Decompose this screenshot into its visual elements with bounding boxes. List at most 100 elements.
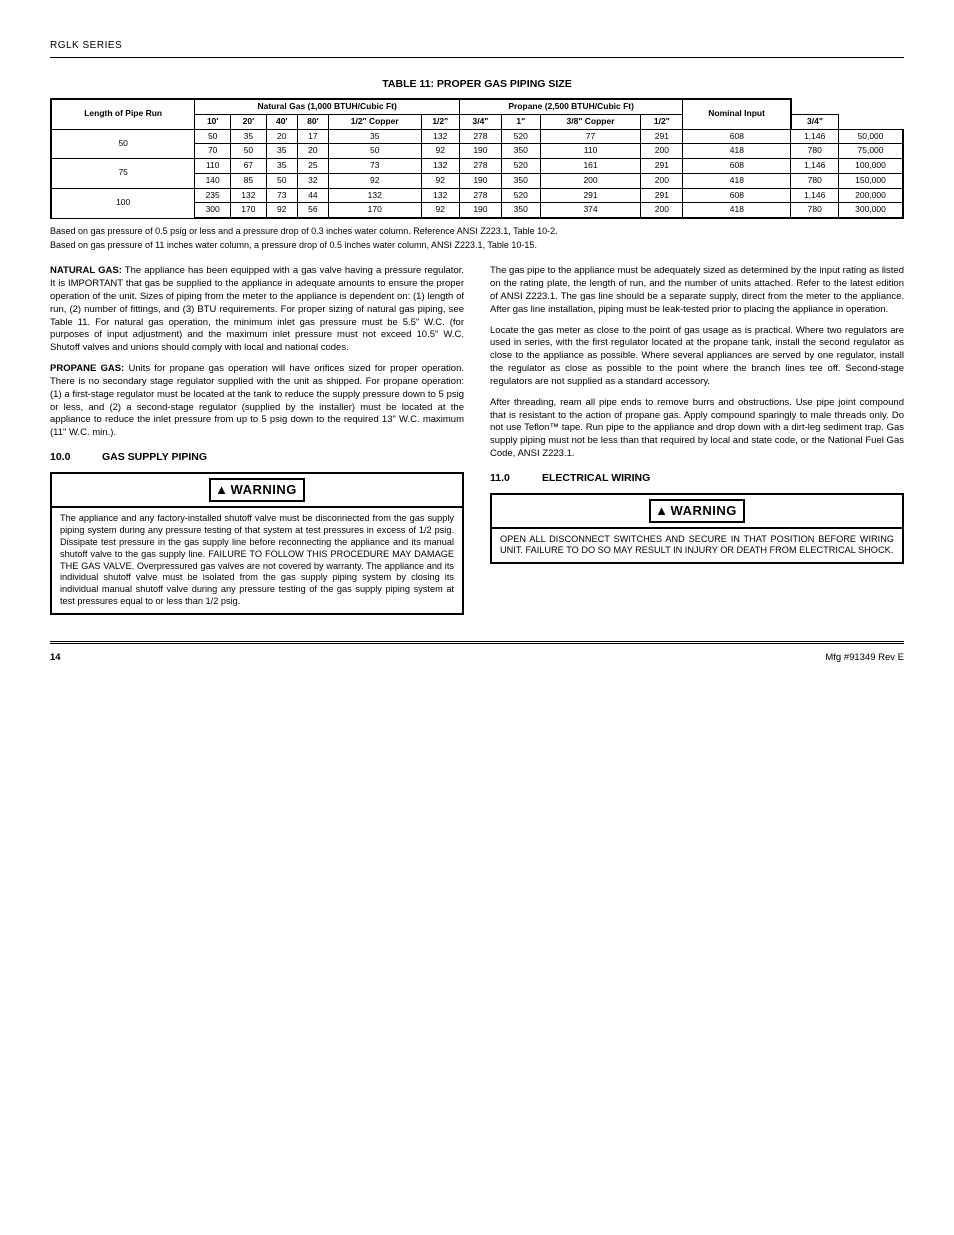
table-cell: 132 (421, 159, 459, 174)
table-row-label: 100 (51, 188, 195, 218)
table-cell: 132 (328, 188, 421, 203)
table-cell: 520 (501, 129, 540, 144)
table-cell: 132 (421, 129, 459, 144)
table-row-label: 75 (51, 159, 195, 189)
table-cell: 92 (266, 203, 297, 218)
table-cell: 50 (328, 144, 421, 159)
table-cell: 25 (297, 159, 328, 174)
page-number: 14 (50, 652, 61, 663)
table-cell: 170 (328, 203, 421, 218)
table-cell: 350 (501, 173, 540, 188)
table-cell: 418 (683, 203, 791, 218)
th-sub: 1/2" (641, 114, 683, 129)
table-cell: 140 (195, 173, 231, 188)
table-cell: 92 (328, 173, 421, 188)
table-cell: 161 (540, 159, 641, 174)
warning-gas: ▲WARNING The appliance and any factory-i… (50, 472, 464, 615)
left-column: NATURAL GAS: The appliance has been equi… (50, 265, 464, 623)
table-cell: 520 (501, 188, 540, 203)
warning-head: ▲WARNING (492, 495, 902, 529)
table-cell: 291 (540, 188, 641, 203)
table-cell: 73 (328, 159, 421, 174)
table-cell: 35 (266, 144, 297, 159)
table-notes: Based on gas pressure of 0.5 psig or les… (50, 225, 904, 251)
table-cell: 418 (683, 173, 791, 188)
table-cell: 170 (231, 203, 267, 218)
right-p1: The gas pipe to the appliance must be ad… (490, 265, 904, 316)
table-cell: 85 (231, 173, 267, 188)
table-cell: 32 (297, 173, 328, 188)
table-cell: 110 (540, 144, 641, 159)
table-cell: 92 (421, 173, 459, 188)
table-cell: 50,000 (839, 129, 903, 144)
table-cell: 608 (683, 159, 791, 174)
table-cell: 110 (195, 159, 231, 174)
table-cell: 200 (540, 173, 641, 188)
table-cell: 200 (641, 144, 683, 159)
th-propane: Propane (2,500 BTUH/Cubic Ft) (459, 99, 682, 114)
table-cell: 73 (266, 188, 297, 203)
header-rule (50, 57, 904, 58)
th-sub: 3/4" (459, 114, 501, 129)
table-cell: 300 (195, 203, 231, 218)
th-sub: 40' (266, 114, 297, 129)
table-cell: 200 (641, 203, 683, 218)
table-cell: 20 (266, 129, 297, 144)
table-cell: 75,000 (839, 144, 903, 159)
table-cell: 1,146 (791, 129, 839, 144)
table-cell: 190 (459, 144, 501, 159)
th-sub: 20' (231, 114, 267, 129)
propane-gas-para: PROPANE GAS: Units for propane gas opera… (50, 363, 464, 440)
table-cell: 44 (297, 188, 328, 203)
table-cell: 278 (459, 159, 501, 174)
table-cell: 132 (231, 188, 267, 203)
table-cell: 291 (641, 188, 683, 203)
table-cell: 278 (459, 188, 501, 203)
section-11-head: 11.0 ELECTRICAL WIRING (490, 471, 904, 485)
table-cell: 200,000 (839, 188, 903, 203)
th-sub: 3/4" (791, 114, 839, 129)
warning-electrical: ▲WARNING OPEN ALL DISCONNECT SWITCHES AN… (490, 493, 904, 564)
th-sub: 3/8" Copper (540, 114, 641, 129)
right-p2: Locate the gas meter as close to the poi… (490, 325, 904, 389)
table-cell: 190 (459, 203, 501, 218)
table-cell: 92 (421, 203, 459, 218)
table-cell: 35 (231, 129, 267, 144)
doc-series: RGLK SERIES (50, 40, 904, 51)
th-natural: Natural Gas (1,000 BTUH/Cubic Ft) (195, 99, 460, 114)
warning-icon: ▲WARNING (209, 478, 305, 502)
table-cell: 291 (641, 129, 683, 144)
table-cell: 77 (540, 129, 641, 144)
table-cell: 418 (683, 144, 791, 159)
warning-icon: ▲WARNING (649, 499, 745, 523)
th-sub: 1" (501, 114, 540, 129)
table-cell: 92 (421, 144, 459, 159)
table-cell: 200 (641, 173, 683, 188)
section-10-head: 10.0 GAS SUPPLY PIPING (50, 450, 464, 464)
th-sub: 1/2" Copper (328, 114, 421, 129)
th-input: Nominal Input (683, 99, 791, 129)
table-cell: 132 (421, 188, 459, 203)
table-cell: 150,000 (839, 173, 903, 188)
table-cell: 350 (501, 144, 540, 159)
th-sub: 1/2" (421, 114, 459, 129)
gas-piping-table: Length of Pipe Run Natural Gas (1,000 BT… (50, 98, 904, 219)
table-cell: 17 (297, 129, 328, 144)
table-cell: 35 (266, 159, 297, 174)
table-cell: 278 (459, 129, 501, 144)
table-cell: 608 (683, 188, 791, 203)
table-cell: 780 (791, 144, 839, 159)
table-cell: 1,146 (791, 159, 839, 174)
th-sub: 10' (195, 114, 231, 129)
right-column: The gas pipe to the appliance must be ad… (490, 265, 904, 623)
table-cell: 100,000 (839, 159, 903, 174)
warning-head: ▲WARNING (52, 474, 462, 508)
table-cell: 67 (231, 159, 267, 174)
table-cell: 291 (641, 159, 683, 174)
table-row-label: 50 (51, 129, 195, 159)
right-p3: After threading, ream all pipe ends to r… (490, 397, 904, 461)
table-cell: 520 (501, 159, 540, 174)
table-cell: 374 (540, 203, 641, 218)
footer-rev: Mfg #91349 Rev E (825, 652, 904, 663)
table-cell: 56 (297, 203, 328, 218)
